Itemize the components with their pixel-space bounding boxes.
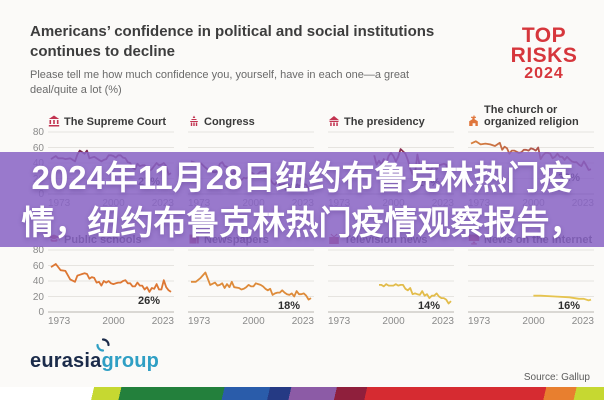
brand-text-eurasia: eurasia bbox=[30, 350, 102, 372]
title-line2: continues to decline bbox=[30, 42, 176, 60]
x-tick-label: 1973 bbox=[188, 316, 211, 327]
y-tick-label: 60 bbox=[32, 260, 44, 272]
x-axis-labels: 1973 2000 2023 bbox=[328, 316, 454, 329]
data-line bbox=[50, 263, 172, 293]
sparkline-plot: 16% bbox=[468, 248, 594, 314]
title-line1: Americans’ confidence in political and s… bbox=[30, 23, 435, 40]
x-tick-label: 1973 bbox=[328, 316, 351, 327]
chart-legend-label: Congress bbox=[204, 115, 255, 128]
sparkline-svg bbox=[48, 249, 174, 313]
x-tick-label: 1973 bbox=[48, 316, 71, 327]
x-tick-label: 1973 bbox=[468, 316, 491, 327]
chinese-text-overlay-banner: 2024年11月28日纽约布鲁克林热门疫 情，纽约布鲁克林热门疫情观察报告， bbox=[0, 152, 604, 247]
x-tick-label: 2000 bbox=[102, 316, 125, 327]
x-tick-label: 2000 bbox=[382, 316, 405, 327]
eurasia-group-logo: eurasiagroup bbox=[30, 350, 159, 373]
church-icon bbox=[469, 115, 478, 126]
x-tick-label: 2023 bbox=[151, 316, 174, 327]
chart-legend: The church or organized religion bbox=[468, 98, 594, 130]
chart-legend-label: The church or organized religion bbox=[484, 103, 579, 128]
x-axis-labels: 1973 2000 2023 bbox=[48, 316, 174, 329]
x-axis-labels: 1973 2000 2023 bbox=[188, 316, 314, 329]
data-line bbox=[533, 294, 592, 302]
chart-legend-label: The presidency bbox=[344, 115, 425, 128]
sparkline-svg bbox=[328, 249, 454, 313]
sparkline-plot: 26% bbox=[48, 248, 174, 314]
chart-legend-label: The Supreme Court bbox=[64, 115, 167, 128]
subtitle-line1: Please tell me how much confidence you, … bbox=[30, 69, 410, 81]
overlay-text-line2: 情，纽约布鲁克林热门疫情观察报告， bbox=[21, 203, 583, 241]
end-value-label: 16% bbox=[557, 300, 580, 312]
chart-legend: Congress bbox=[188, 98, 314, 130]
y-tick-label: 40 bbox=[32, 276, 44, 287]
x-tick-label: 2000 bbox=[242, 316, 265, 327]
y-tick-label: 80 bbox=[32, 127, 44, 138]
x-tick-label: 2023 bbox=[571, 316, 594, 327]
end-value-label: 26% bbox=[137, 294, 160, 307]
y-tick-label: 0 bbox=[38, 307, 44, 318]
brand-text-group: group bbox=[101, 350, 160, 372]
eurasia-group-swirl-icon bbox=[96, 338, 110, 352]
y-axis-labels: 80 60 40 20 0 bbox=[30, 245, 48, 318]
x-tick-label: 2000 bbox=[522, 316, 545, 327]
logo-line1: TOP bbox=[521, 24, 567, 47]
sparkline-svg bbox=[188, 249, 314, 313]
logo-line3: 2024 bbox=[524, 64, 564, 82]
y-tick-label: 20 bbox=[32, 291, 44, 303]
data-line bbox=[379, 283, 452, 305]
capitol-icon bbox=[190, 115, 198, 126]
sparkline-plot: 14% bbox=[328, 248, 454, 314]
x-tick-label: 2023 bbox=[291, 316, 314, 327]
end-value-label: 14% bbox=[417, 300, 440, 312]
sparkline-svg bbox=[468, 249, 594, 313]
white-house-icon bbox=[328, 116, 340, 126]
chart-legend: The presidency bbox=[328, 98, 454, 130]
end-value-label: 18% bbox=[277, 300, 300, 312]
sparkline-plot: 18% bbox=[188, 248, 314, 314]
y-tick-label: 60 bbox=[32, 142, 44, 154]
chart-subtitle: Please tell me how much confidence you, … bbox=[30, 68, 460, 98]
page-title: Americans’ confidence in political and s… bbox=[30, 22, 470, 61]
subtitle-line2: deal/quite a lot (%) bbox=[30, 83, 122, 96]
overlay-text-line1: 2024年11月28日纽约布鲁克林热门疫 bbox=[31, 158, 573, 196]
rainbow-footer-bar bbox=[0, 387, 604, 400]
x-tick-label: 2023 bbox=[431, 316, 454, 327]
source-attribution: Source: Gallup bbox=[523, 372, 590, 383]
y-tick-label: 80 bbox=[32, 245, 44, 256]
courthouse-icon bbox=[48, 115, 60, 127]
data-line bbox=[191, 271, 312, 301]
logo-line2: RISKS bbox=[510, 43, 578, 67]
x-axis-labels: 1973 2000 2023 bbox=[468, 316, 594, 329]
top-risks-2024-logo: TOP RISKS 2024 bbox=[492, 24, 596, 82]
chart-legend: The Supreme Court bbox=[48, 98, 174, 130]
